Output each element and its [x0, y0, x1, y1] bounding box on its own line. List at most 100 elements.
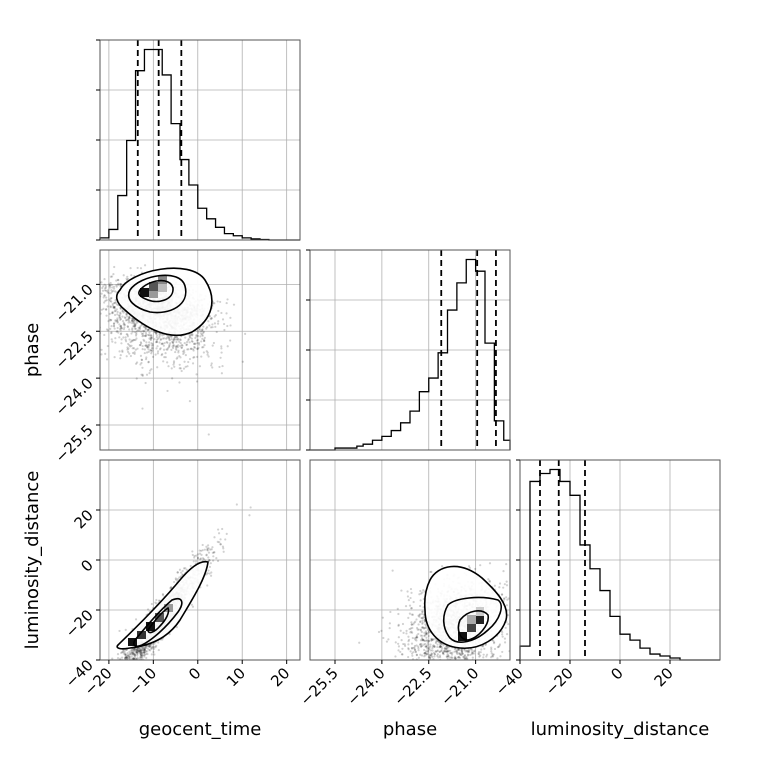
sample-point [110, 283, 114, 286]
sample-point [154, 353, 157, 356]
sample-point [105, 705, 107, 707]
sample-point [421, 591, 424, 594]
sample-point [141, 649, 144, 652]
sample-point [108, 286, 112, 289]
sample-point [124, 670, 126, 672]
contour-line [133, 597, 183, 647]
sample-point [116, 676, 118, 678]
sample-point [185, 343, 188, 347]
sample-point [116, 313, 119, 316]
sample-point [130, 339, 133, 342]
sample-point [128, 650, 131, 653]
sample-point [221, 545, 225, 548]
sample-point [134, 323, 137, 326]
sample-point [152, 650, 155, 654]
sample-point [123, 672, 125, 674]
sample-point [134, 653, 137, 657]
sample-point [195, 339, 198, 342]
sample-point [177, 344, 180, 347]
sample-point [112, 285, 116, 288]
sample-point [109, 319, 112, 322]
sample-point [106, 344, 109, 348]
sample-point [113, 301, 116, 304]
sample-point [149, 349, 152, 352]
sample-point [148, 343, 151, 346]
contour-fill [116, 268, 212, 336]
sample-point [148, 649, 152, 652]
sample-point [122, 321, 125, 325]
sample-point [130, 667, 132, 669]
sample-point [129, 661, 131, 663]
sample-point [417, 647, 420, 650]
sample-point [128, 344, 131, 347]
sample-point [133, 654, 136, 657]
sample-point [94, 699, 96, 701]
sample-point [191, 334, 194, 337]
sample-point [235, 503, 238, 506]
sample-point [219, 300, 222, 304]
sample-point [112, 306, 115, 309]
sample-point [201, 557, 205, 560]
sample-point [382, 636, 385, 640]
sample-point [136, 665, 138, 667]
sample-point [135, 333, 138, 336]
sample-point [205, 554, 208, 557]
sample-point [109, 692, 111, 694]
sample-point [109, 297, 113, 300]
sample-point [123, 323, 126, 326]
sample-point [112, 273, 115, 276]
sample-point [155, 338, 158, 342]
sample-point [193, 556, 196, 559]
sample-point [132, 657, 135, 660]
sample-point [161, 593, 165, 596]
sample-point [126, 335, 130, 338]
sample-point [129, 667, 131, 669]
sample-point [412, 623, 415, 626]
sample-point [134, 323, 137, 327]
sample-point [124, 653, 127, 656]
sample-point [115, 685, 117, 687]
sample-point [219, 538, 222, 541]
sample-point [142, 661, 144, 663]
sample-point [144, 649, 147, 652]
sample-point [126, 663, 128, 665]
sample-point [155, 644, 158, 647]
sample-point [77, 720, 79, 722]
sample-point [413, 621, 416, 624]
sample-point [457, 666, 459, 668]
sample-point [131, 322, 134, 325]
sample-point [217, 309, 220, 313]
sample-point [438, 660, 440, 662]
sample-point [128, 315, 131, 318]
sample-point [119, 316, 122, 319]
sample-point [95, 288, 97, 290]
sample-point [126, 673, 128, 675]
sample-point [438, 646, 441, 649]
sample-point [119, 665, 121, 667]
sample-point [511, 640, 513, 642]
sample-point [159, 338, 163, 341]
sample-point [109, 281, 112, 285]
sample-point [153, 338, 156, 341]
sample-point [144, 334, 147, 337]
sample-point [219, 543, 222, 546]
sample-point [118, 629, 121, 633]
sample-point [429, 570, 432, 574]
sample-point [192, 349, 195, 352]
sample-point [453, 656, 456, 659]
sample-point [106, 329, 110, 332]
sample-point [149, 644, 152, 647]
sample-point [176, 571, 179, 574]
sample-point [114, 299, 117, 302]
sample-point [113, 689, 115, 691]
sample-point [142, 649, 146, 652]
sample-point [160, 354, 163, 357]
sample-point [140, 654, 143, 657]
sample-point [198, 343, 201, 346]
sample-point [131, 347, 134, 350]
sample-point [144, 358, 148, 361]
sample-point [432, 665, 434, 667]
sample-point [211, 344, 214, 347]
sample-point [119, 325, 123, 328]
sample-point [150, 344, 154, 347]
